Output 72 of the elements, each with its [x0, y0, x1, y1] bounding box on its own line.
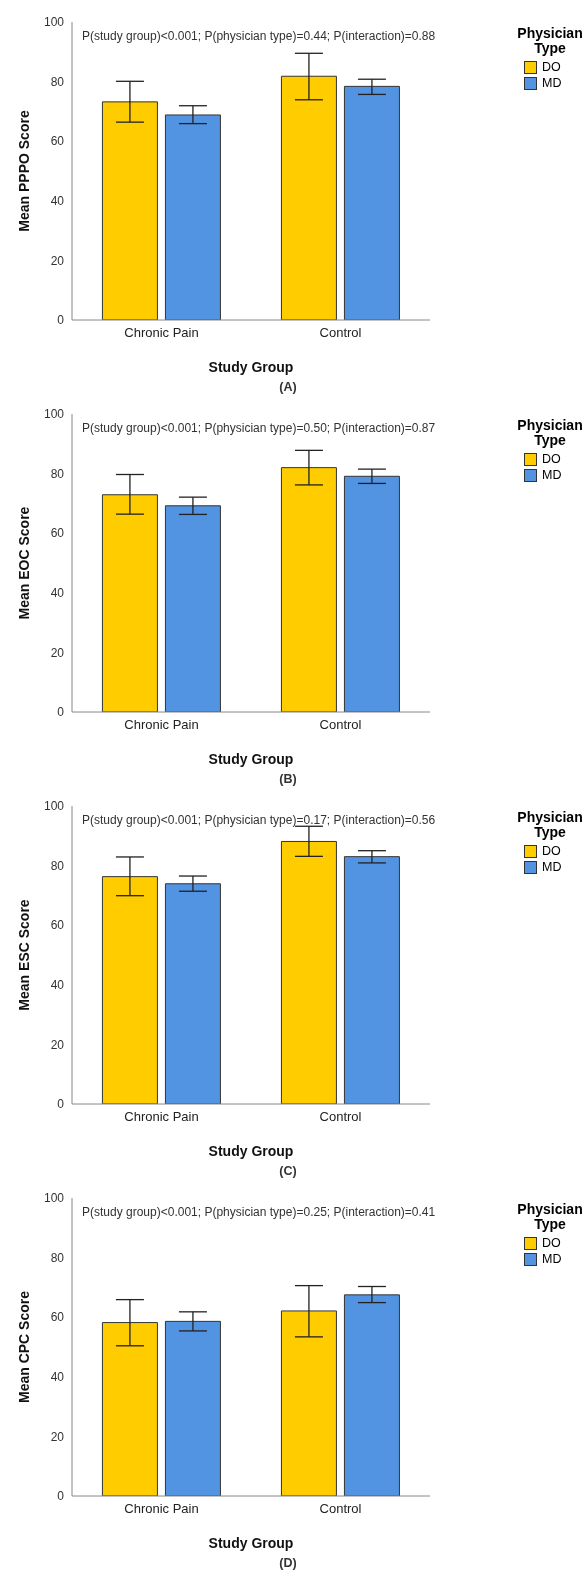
y-axis-title: Mean CPC Score [15, 1290, 32, 1404]
bar [343, 1294, 400, 1496]
x-tick-label: Control [319, 1501, 362, 1517]
y-tick-label: 100 [43, 407, 65, 422]
y-tick-label: 100 [43, 1191, 65, 1206]
y-tick-label: 100 [43, 799, 65, 814]
x-tick-label: Control [319, 1109, 362, 1125]
legend-label: DO [542, 452, 561, 466]
y-tick-label: 40 [50, 586, 65, 601]
x-axis-title: Study Group [208, 359, 294, 375]
y-axis-title: Mean PPPO Score [15, 110, 32, 232]
legend-title: Physician Type [516, 809, 582, 840]
x-tick-label: Control [319, 325, 362, 341]
y-tick-label: 80 [50, 74, 65, 89]
x-axis-title: Study Group [208, 1143, 294, 1159]
legend-title: Physician Type [516, 1201, 582, 1232]
x-tick-label: Control [319, 717, 362, 733]
bar [343, 85, 400, 320]
y-tick-label: 0 [57, 705, 65, 720]
bar [343, 475, 400, 712]
y-tick-label: 100 [43, 15, 65, 30]
legend-label: DO [542, 60, 561, 74]
bar [164, 505, 221, 712]
y-tick-label: 0 [57, 1489, 65, 1504]
y-tick-label: 20 [50, 1429, 65, 1444]
legend-title: Physician Type [516, 417, 582, 448]
bar [164, 114, 221, 320]
y-tick-label: 80 [50, 1250, 65, 1265]
x-tick-label: Chronic Pain [124, 1109, 199, 1125]
bar [101, 1322, 158, 1496]
text: (D) [278, 1556, 298, 1570]
y-tick-label: 60 [50, 526, 65, 541]
y-tick-label: 0 [57, 313, 65, 328]
bar [280, 467, 337, 712]
x-tick-label: Chronic Pain [124, 325, 199, 341]
y-tick-label: 40 [50, 978, 65, 993]
legend-label: MD [542, 860, 562, 874]
bar [280, 1310, 337, 1496]
y-tick-label: 0 [57, 1097, 65, 1112]
legend-label: DO [542, 844, 561, 858]
y-tick-label: 60 [50, 1310, 65, 1325]
bar [164, 1320, 221, 1496]
legend-label: DO [542, 1236, 561, 1250]
y-tick-label: 20 [50, 253, 65, 268]
legend-label: MD [542, 1252, 562, 1266]
y-tick-label: 40 [50, 1370, 65, 1385]
x-tick-label: Chronic Pain [124, 717, 199, 733]
y-tick-label: 20 [50, 645, 65, 660]
y-axis-title: Mean EOC Score [15, 506, 32, 620]
y-axis-title: Mean ESC Score [15, 899, 32, 1011]
bar [101, 494, 158, 712]
y-tick-label: 80 [50, 858, 65, 873]
bar [101, 101, 158, 320]
annotation: P(study group)<0.001; P(physician type)=0.17; P(interaction)=0.56 [82, 813, 436, 827]
y-tick-label: 20 [50, 1037, 65, 1052]
x-tick-label: Chronic Pain [124, 1501, 199, 1517]
annotation: P(study group)<0.001; P(physician type)=0.25; P(interaction)=0.41 [82, 1205, 436, 1219]
text: (C) [278, 1164, 298, 1178]
legend-label: MD [542, 468, 562, 482]
legend-label: MD [542, 76, 562, 90]
legend-title: Physician Type [516, 25, 582, 56]
x-axis-title: Study Group [208, 751, 294, 767]
annotation: P(study group)<0.001; P(physician type)=0.50; P(interaction)=0.87 [82, 421, 436, 435]
text: (B) [278, 772, 298, 786]
bar [280, 75, 337, 320]
text: (A) [278, 380, 298, 394]
y-tick-label: 40 [50, 194, 65, 209]
y-tick-label: 60 [50, 918, 65, 933]
y-tick-label: 80 [50, 466, 65, 481]
y-tick-label: 60 [50, 134, 65, 149]
x-axis-title: Study Group [208, 1535, 294, 1551]
annotation: P(study group)<0.001; P(physician type)=0.44; P(interaction)=0.88 [82, 29, 436, 43]
